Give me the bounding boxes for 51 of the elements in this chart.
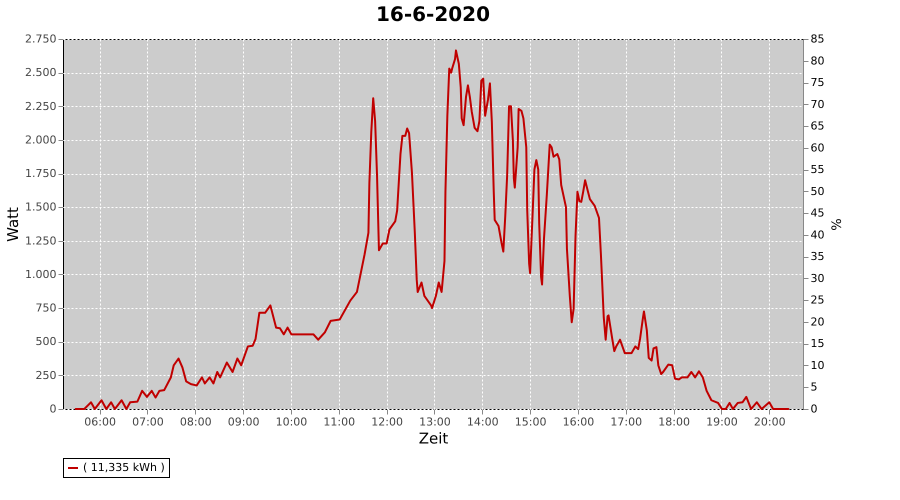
y2-tick-label: 85 xyxy=(810,32,824,46)
y2-tick-label: 35 xyxy=(810,250,824,264)
y2-tick-label: 40 xyxy=(810,228,824,242)
y2-tick-label: 45 xyxy=(810,206,824,220)
y-tick-label: 250 xyxy=(36,368,56,382)
x-tick-label: 10:00 xyxy=(276,416,308,428)
y-axis-title: Watt xyxy=(4,206,22,242)
y2-tick-label: 5 xyxy=(810,380,818,394)
line-series xyxy=(74,49,790,410)
x-tick-label: 16:00 xyxy=(562,416,594,428)
y-tick-label: 750 xyxy=(36,302,56,315)
y2-tick-label: 70 xyxy=(810,98,824,111)
x-tick-label: 09:00 xyxy=(228,416,260,428)
y2-tick-label: 30 xyxy=(810,272,824,285)
chart-title: 16-6-2020 xyxy=(376,2,490,26)
x-tick-label: 07:00 xyxy=(132,416,164,428)
y2-tick-label: 75 xyxy=(810,76,824,90)
y-tick-label: 1.000 xyxy=(25,268,56,281)
y2-tick-label: 55 xyxy=(810,163,824,176)
x-tick-label: 18:00 xyxy=(658,416,690,428)
y2-tick-label: 10 xyxy=(810,358,824,372)
x-tick-label: 20:00 xyxy=(754,416,786,428)
y-tick-label: 1.250 xyxy=(25,234,56,248)
y-tick-label: 500 xyxy=(36,335,56,348)
y2-tick-label: 80 xyxy=(810,54,824,68)
x-axis-title: Zeit xyxy=(418,430,448,448)
x-tick-label: 13:00 xyxy=(419,416,451,428)
y2-tick-label: 15 xyxy=(810,337,824,350)
y2-tick-label: 0 xyxy=(810,402,818,416)
x-tick-label: 11:00 xyxy=(323,416,356,428)
x-tick-label: 06:00 xyxy=(84,416,116,428)
x-tick-label: 12:00 xyxy=(371,416,403,428)
y-tick-label: 1.750 xyxy=(25,167,56,180)
y-tick-label: 2.000 xyxy=(25,133,56,146)
y-tick-label: 0 xyxy=(50,402,56,416)
y2-axis-title: % xyxy=(827,218,842,231)
y-tick-label: 2.500 xyxy=(25,66,56,80)
y-tick-label: 1.500 xyxy=(25,200,56,214)
y2-tick-label: 20 xyxy=(810,315,824,328)
x-tick-label: 19:00 xyxy=(706,416,738,428)
y2-tick-label: 60 xyxy=(810,141,824,154)
legend-label: ( 11,335 kWh ) xyxy=(83,461,165,474)
x-tick-label: 08:00 xyxy=(180,416,212,428)
y2-tick-label: 65 xyxy=(810,120,824,133)
y-tick-label: 2.750 xyxy=(25,32,56,46)
y2-tick-label: 25 xyxy=(810,294,824,307)
x-tick-label: 17:00 xyxy=(610,416,642,428)
y2-tick-label: 50 xyxy=(810,184,824,198)
x-tick-label: 15:00 xyxy=(514,416,546,428)
y-tick-label: 2.250 xyxy=(25,100,56,113)
x-tick-label: 14:00 xyxy=(466,416,499,428)
